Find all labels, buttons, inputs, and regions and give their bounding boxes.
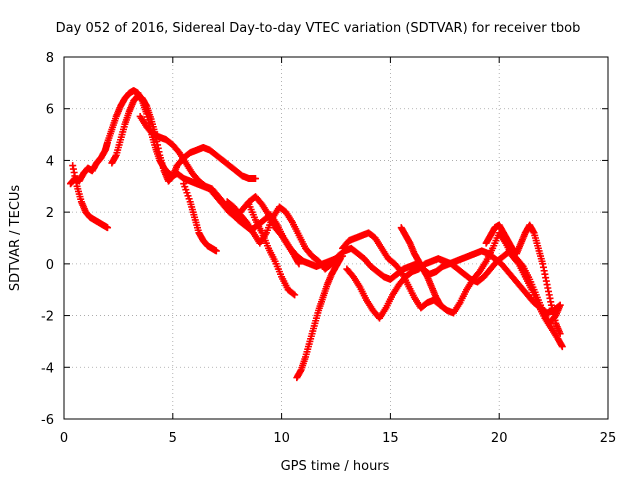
x-tick-label: 5 (169, 431, 177, 446)
x-axis-ticks: 0 5 10 15 20 25 (60, 57, 616, 446)
data-point (104, 224, 112, 232)
plot-frame (63, 56, 609, 420)
y-tick-label: -2 (41, 310, 54, 325)
series-arc3 (108, 92, 259, 185)
x-tick-label: 10 (273, 431, 290, 446)
series-arc5 (180, 180, 220, 255)
series-arc10 (343, 247, 564, 327)
data-point (251, 175, 259, 183)
series-arc7 (245, 200, 299, 299)
series-arc12 (482, 221, 564, 338)
y-tick-label: -6 (41, 413, 54, 428)
x-tick-label: 20 (491, 431, 508, 446)
data-point (212, 247, 220, 255)
x-tick-label: 15 (382, 431, 399, 446)
y-axis-label: SDTVAR / TECUs (8, 185, 23, 292)
series-arc11 (397, 224, 444, 309)
y-tick-label: 2 (46, 206, 54, 221)
series-arc2 (69, 162, 112, 232)
series-arc4 (136, 112, 347, 270)
x-tick-label: 25 (600, 431, 617, 446)
data-point (436, 301, 444, 309)
y-axis-ticks: -6 -4 -2 0 2 4 6 8 (41, 51, 608, 428)
y-tick-label: 8 (46, 51, 54, 66)
data-points (67, 87, 566, 382)
y-tick-label: 6 (46, 103, 54, 118)
series-arc8 (293, 255, 344, 382)
data-point (556, 301, 564, 309)
y-tick-label: -4 (41, 361, 54, 376)
data-point (556, 330, 564, 338)
x-tick-label: 0 (60, 431, 68, 446)
data-point (291, 291, 299, 299)
data-point (558, 343, 566, 351)
data-point (295, 260, 303, 268)
chart-title: Day 052 of 2016, Sidereal Day-to-day VTE… (56, 21, 581, 36)
data-point (290, 290, 298, 298)
x-axis-label: GPS time / hours (281, 459, 390, 474)
data-point (336, 255, 344, 263)
y-tick-label: 4 (46, 154, 54, 169)
y-tick-label: 0 (46, 258, 54, 273)
